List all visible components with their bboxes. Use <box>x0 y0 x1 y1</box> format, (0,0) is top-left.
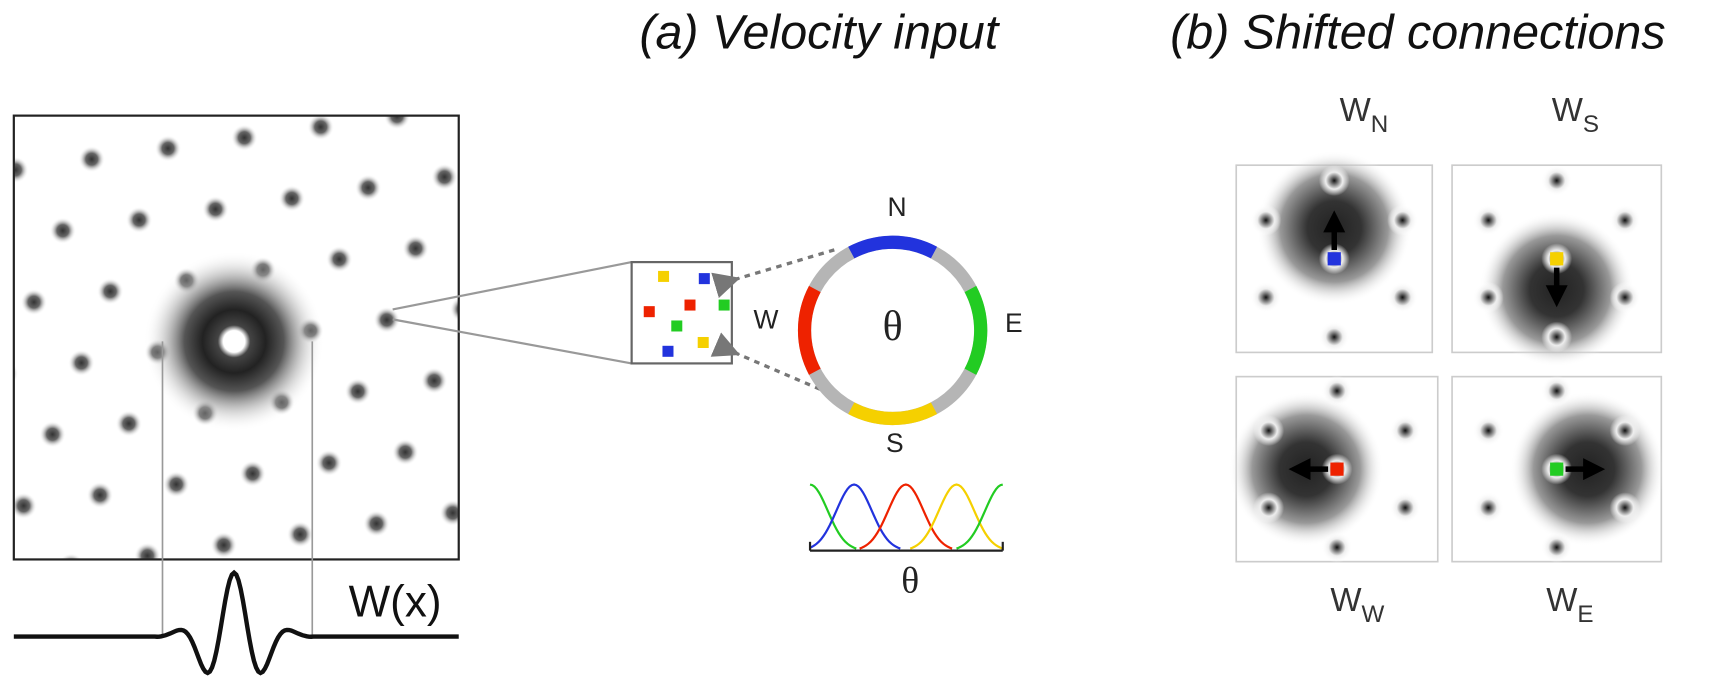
lattice-dot <box>450 296 476 322</box>
tuning-curve <box>910 485 1003 549</box>
weight-dot <box>1251 205 1282 236</box>
lattice-dot <box>0 360 18 386</box>
lattice-dot <box>287 521 313 547</box>
lattice-dot <box>97 278 123 304</box>
zoom-line <box>393 319 632 363</box>
panel-b-title: (b) Shifted connections <box>1170 5 1665 59</box>
weight-dot <box>1251 282 1282 313</box>
zoom-line <box>393 262 632 309</box>
lattice-dot <box>307 114 333 140</box>
weight-dot <box>1319 165 1350 196</box>
dir-n: N <box>887 192 906 222</box>
cell <box>1328 252 1341 265</box>
cell <box>1330 463 1343 476</box>
lattice-dot <box>468 428 494 454</box>
weight-label: WW <box>1330 581 1384 628</box>
weight-dot <box>1610 492 1641 523</box>
tuning-curves <box>810 485 1003 549</box>
weight-dot <box>1253 492 1284 523</box>
weight-sub: E <box>1577 601 1593 628</box>
lattice-dot <box>363 510 389 536</box>
panel-a-title: (a) Velocity input <box>639 5 1000 59</box>
weight-label: WS <box>1552 91 1599 138</box>
lattice-dot <box>345 378 371 404</box>
lattice-dot <box>326 246 352 272</box>
weight-dot <box>1473 282 1504 313</box>
lattice-dot <box>87 482 113 508</box>
lattice-dot <box>279 185 305 211</box>
lattice-dot <box>163 471 189 497</box>
ring-theta: θ <box>883 304 903 350</box>
lattice-dot <box>402 235 428 261</box>
lattice-dot <box>0 564 8 590</box>
weight-dot <box>1541 376 1572 407</box>
lattice-dot <box>58 553 84 579</box>
lattice-dot <box>126 207 152 233</box>
tuning-curve <box>810 485 900 549</box>
lattice-dot <box>460 92 486 118</box>
cell <box>1550 463 1563 476</box>
dir-s: S <box>886 428 904 458</box>
ring-arc <box>851 408 934 418</box>
lattice-dot <box>68 350 94 376</box>
weight-dot <box>1473 492 1504 523</box>
weight-dot <box>1322 532 1353 563</box>
weight-dot <box>1610 415 1641 446</box>
lattice-dot <box>39 421 65 447</box>
weight-dot <box>1473 415 1504 446</box>
lattice-dot <box>440 500 466 526</box>
tuning-curve <box>957 485 1003 549</box>
weight-main: W <box>1546 581 1578 618</box>
cell <box>1550 252 1563 265</box>
lattice-dot <box>231 124 257 150</box>
activity-bump <box>144 251 325 432</box>
lattice-dot <box>116 410 142 436</box>
kernel-label: W(x) <box>349 578 442 627</box>
weight-sub: W <box>1362 601 1385 628</box>
lattice-dot <box>316 450 342 476</box>
weight-dot <box>1541 532 1572 563</box>
weight-dot <box>1390 415 1421 446</box>
weight-main: W <box>1330 581 1362 618</box>
lattice-dot <box>202 196 228 222</box>
lattice-dot <box>50 217 76 243</box>
weight-label: WN <box>1340 91 1389 138</box>
weight-dot <box>1610 282 1641 313</box>
weight-main: W <box>1552 91 1584 128</box>
lattice-dot <box>211 532 237 558</box>
weight-dot <box>1610 205 1641 236</box>
tuning-theta: θ <box>901 560 919 601</box>
weight-dot <box>1253 415 1284 446</box>
dir-w: W <box>754 305 779 335</box>
weight-dot <box>1387 205 1418 236</box>
weight-dot <box>1390 492 1421 523</box>
ring-arc <box>805 289 815 372</box>
lattice-dot <box>78 146 104 172</box>
weight-dot <box>1319 322 1350 353</box>
ring-arc <box>851 242 934 252</box>
weight-dot <box>1387 282 1418 313</box>
lattice-dot <box>134 543 160 569</box>
lattice-dot <box>239 460 265 486</box>
weight-dot <box>1541 165 1572 196</box>
figure: (a) Velocity input (b) Shifted connectio… <box>0 0 1728 696</box>
weight-sub: S <box>1583 111 1599 138</box>
weight-sub: N <box>1371 111 1389 138</box>
lattice-dot <box>155 135 181 161</box>
lattice-dot <box>355 174 381 200</box>
lattice-dot <box>431 164 457 190</box>
weight-label: WE <box>1546 581 1593 628</box>
weight-dot <box>1473 205 1504 236</box>
lattice-dot <box>421 367 447 393</box>
lattice-dot <box>392 439 418 465</box>
dir-e: E <box>1005 308 1023 338</box>
weight-dot <box>1322 376 1353 407</box>
weight-main: W <box>1340 91 1372 128</box>
lattice-dot <box>21 289 47 315</box>
lattice-dot <box>2 157 28 183</box>
weight-dot <box>1541 322 1572 353</box>
ring-arc <box>970 289 980 372</box>
